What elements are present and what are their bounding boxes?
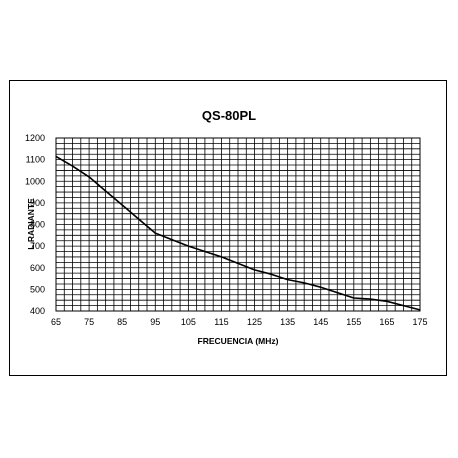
x-tick-label: 115 xyxy=(214,317,228,327)
x-tick-label: 75 xyxy=(84,317,94,327)
data-point xyxy=(88,176,90,178)
data-point xyxy=(138,218,140,220)
y-tick-label: 900 xyxy=(30,198,45,208)
x-tick-label: 155 xyxy=(346,317,361,327)
y-axis-title: L.RADIANTE xyxy=(26,198,36,250)
data-point xyxy=(105,190,107,192)
data-point xyxy=(369,298,371,300)
data-point xyxy=(220,256,223,258)
chart-grid xyxy=(56,138,420,311)
x-axis-tick-labels: 65 75 85 95 105 115 125 135 145 155 165 175 xyxy=(51,317,428,327)
x-tick-label: 135 xyxy=(280,317,295,327)
y-tick-label: 500 xyxy=(30,284,45,294)
x-tick-label: 105 xyxy=(181,317,196,327)
y-tick-label: 800 xyxy=(30,220,45,230)
data-point xyxy=(419,309,421,311)
data-point xyxy=(402,304,405,307)
x-tick-label: 65 xyxy=(51,317,61,327)
data-point xyxy=(154,232,156,234)
data-point xyxy=(386,300,388,302)
x-tick-label: 175 xyxy=(412,317,427,327)
data-point xyxy=(287,279,289,281)
data-point xyxy=(253,269,256,271)
data-point xyxy=(270,273,272,275)
y-axis-tick-labels: 400 500 600 700 800 900 1000 1100 1200 xyxy=(25,133,45,316)
x-tick-label: 165 xyxy=(379,317,394,327)
data-point xyxy=(204,250,206,253)
data-point xyxy=(336,292,338,294)
y-tick-label: 1200 xyxy=(25,133,45,143)
x-tick-label: 85 xyxy=(117,317,127,327)
chart-frame xyxy=(9,80,447,376)
x-tick-label: 125 xyxy=(247,317,262,327)
data-point xyxy=(320,286,322,288)
x-axis-title: FRECUENCIA (MHz) xyxy=(198,336,279,346)
data-point xyxy=(71,165,74,167)
x-tick-label: 145 xyxy=(313,317,328,327)
y-tick-label: 1100 xyxy=(26,155,45,165)
data-point xyxy=(353,297,355,299)
data-point xyxy=(121,204,123,206)
plot-area-border xyxy=(55,137,421,312)
x-tick-label: 95 xyxy=(150,317,160,327)
y-tick-label: 1000 xyxy=(25,176,45,186)
y-tick-label: 400 xyxy=(30,306,45,316)
data-point xyxy=(55,155,57,157)
y-tick-label: 600 xyxy=(30,263,45,273)
data-point xyxy=(187,245,189,247)
data-point xyxy=(237,262,239,265)
chart-title: QS-80PL xyxy=(202,108,256,123)
data-point xyxy=(303,282,305,284)
y-tick-label: 700 xyxy=(30,241,45,251)
series-layer xyxy=(55,155,421,311)
data-point xyxy=(171,239,173,241)
